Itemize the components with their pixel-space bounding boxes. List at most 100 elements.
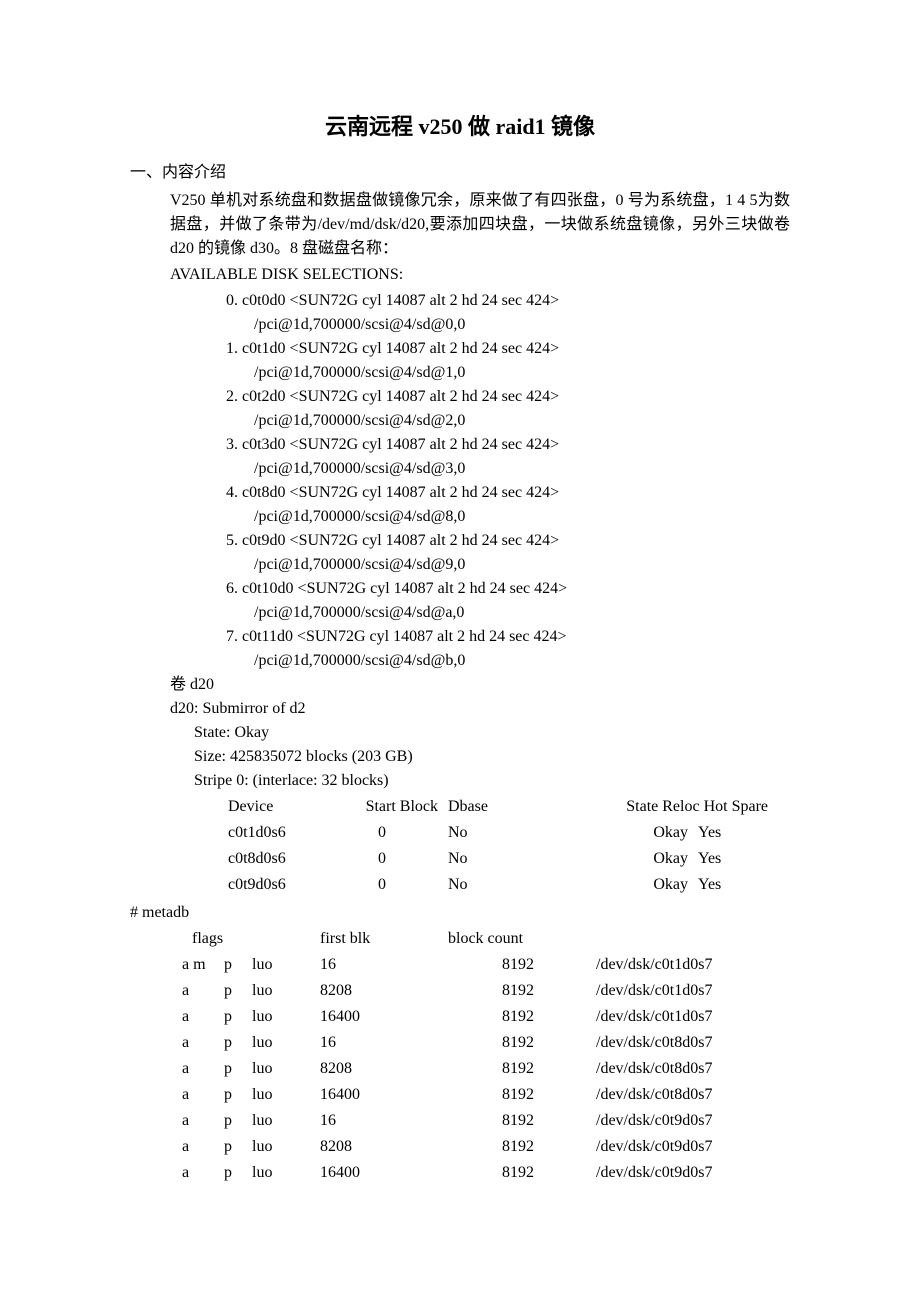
cell-state: Okay [528, 821, 696, 845]
cell-firstblk: 16400 [320, 1083, 446, 1107]
disk-path: /pci@1d,700000/scsi@4/sd@1,0 [254, 361, 790, 385]
cell-flag2: p [224, 979, 250, 1003]
col-start: Start Block [338, 795, 446, 819]
cell-dbase: No [448, 847, 526, 871]
stripe-line: Stripe 0: (interlace: 32 blocks) [194, 769, 790, 793]
metadb-header-row: flags first blk block count [182, 927, 772, 951]
cell-flag1: a [182, 1109, 222, 1133]
cell-device: c0t9d0s6 [228, 873, 336, 897]
disk-entry: 6. c0t10d0 <SUN72G cyl 14087 alt 2 hd 24… [226, 577, 790, 601]
metadb-row: apluo164008192/dev/dsk/c0t1d0s7 [182, 1005, 772, 1029]
cell-flag3: luo [252, 1161, 318, 1185]
cell-devpath: /dev/dsk/c0t9d0s7 [596, 1109, 772, 1133]
col-block-count: block count [448, 927, 594, 951]
cell-count: 8192 [448, 1083, 594, 1107]
disk-entry: 7. c0t11d0 <SUN72G cyl 14087 alt 2 hd 24… [226, 625, 790, 649]
cell-count: 8192 [448, 979, 594, 1003]
cell-flag3: luo [252, 1109, 318, 1133]
col-state: State Reloc Hot Spare [528, 795, 776, 819]
cell-count: 8192 [448, 1135, 594, 1159]
metadb-row: a mpluo168192/dev/dsk/c0t1d0s7 [182, 953, 772, 977]
metadb-row: apluo164008192/dev/dsk/c0t9d0s7 [182, 1161, 772, 1185]
cell-flag2: p [224, 1057, 250, 1081]
cell-flag3: luo [252, 1057, 318, 1081]
cell-hotspare: Yes [698, 873, 776, 897]
cell-firstblk: 8208 [320, 1057, 446, 1081]
col-dbase: Dbase [448, 795, 526, 819]
cell-hotspare: Yes [698, 847, 776, 871]
cell-flag2: p [224, 1083, 250, 1107]
cell-count: 8192 [448, 1109, 594, 1133]
cell-count: 8192 [448, 1161, 594, 1185]
cell-flag1: a [182, 1083, 222, 1107]
disk-path: /pci@1d,700000/scsi@4/sd@8,0 [254, 505, 790, 529]
document-page: 云南远程 v250 做 raid1 镜像 一、内容介绍 V250 单机对系统盘和… [0, 0, 920, 1302]
cell-flag2: p [224, 1031, 250, 1055]
cell-devpath: /dev/dsk/c0t1d0s7 [596, 953, 772, 977]
cell-devpath: /dev/dsk/c0t1d0s7 [596, 1005, 772, 1029]
cell-flag3: luo [252, 1031, 318, 1055]
cell-firstblk: 16400 [320, 1005, 446, 1029]
metadb-prompt: # metadb [130, 901, 790, 925]
cell-flag2: p [224, 1161, 250, 1185]
state-line: State: Okay [194, 721, 790, 745]
cell-count: 8192 [448, 1031, 594, 1055]
cell-hotspare: Yes [698, 821, 776, 845]
page-title: 云南远程 v250 做 raid1 镜像 [130, 110, 790, 143]
disk-list: 0. c0t0d0 <SUN72G cyl 14087 alt 2 hd 24 … [226, 289, 790, 673]
cell-devpath: /dev/dsk/c0t8d0s7 [596, 1031, 772, 1055]
cell-flag1: a [182, 1005, 222, 1029]
stripe-header-row: Device Start Block Dbase State Reloc Hot… [228, 795, 776, 819]
cell-flag2: p [224, 953, 250, 977]
cell-firstblk: 16 [320, 953, 446, 977]
cell-flag2: p [224, 1109, 250, 1133]
disk-path: /pci@1d,700000/scsi@4/sd@2,0 [254, 409, 790, 433]
cell-firstblk: 16 [320, 1109, 446, 1133]
cell-firstblk: 8208 [320, 979, 446, 1003]
metadb-row: apluo82088192/dev/dsk/c0t1d0s7 [182, 979, 772, 1003]
disk-entry: 2. c0t2d0 <SUN72G cyl 14087 alt 2 hd 24 … [226, 385, 790, 409]
cell-flag3: luo [252, 1005, 318, 1029]
cell-flag2: p [224, 1135, 250, 1159]
cell-count: 8192 [448, 1005, 594, 1029]
cell-firstblk: 16400 [320, 1161, 446, 1185]
cell-device: c0t8d0s6 [228, 847, 336, 871]
cell-devpath: /dev/dsk/c0t1d0s7 [596, 979, 772, 1003]
cell-flag1: a m [182, 953, 222, 977]
disk-path: /pci@1d,700000/scsi@4/sd@3,0 [254, 457, 790, 481]
cell-start: 0 [338, 821, 446, 845]
metadb-row: apluo82088192/dev/dsk/c0t9d0s7 [182, 1135, 772, 1159]
volume-label: 卷 d20 [170, 673, 790, 697]
stripe-table: Device Start Block Dbase State Reloc Hot… [226, 793, 778, 899]
available-disks-label: AVAILABLE DISK SELECTIONS: [170, 263, 790, 287]
cell-flag1: a [182, 1057, 222, 1081]
disk-path: /pci@1d,700000/scsi@4/sd@0,0 [254, 313, 790, 337]
cell-device: c0t1d0s6 [228, 821, 336, 845]
cell-state: Okay [528, 873, 696, 897]
col-device-path [596, 927, 772, 951]
cell-dbase: No [448, 821, 526, 845]
cell-flag3: luo [252, 1083, 318, 1107]
metadb-row: apluo168192/dev/dsk/c0t8d0s7 [182, 1031, 772, 1055]
cell-start: 0 [338, 873, 446, 897]
metadb-row: apluo168192/dev/dsk/c0t9d0s7 [182, 1109, 772, 1133]
stripe-row: c0t8d0s60NoOkayYes [228, 847, 776, 871]
cell-start: 0 [338, 847, 446, 871]
cell-flag1: a [182, 979, 222, 1003]
intro-paragraph: V250 单机对系统盘和数据盘做镜像冗余，原来做了有四张盘，0 号为系统盘，1 … [170, 189, 790, 261]
cell-dbase: No [448, 873, 526, 897]
disk-entry: 0. c0t0d0 <SUN72G cyl 14087 alt 2 hd 24 … [226, 289, 790, 313]
disk-entry: 3. c0t3d0 <SUN72G cyl 14087 alt 2 hd 24 … [226, 433, 790, 457]
metadb-table: flags first blk block count a mpluo16819… [180, 925, 774, 1187]
stripe-row: c0t1d0s60NoOkayYes [228, 821, 776, 845]
disk-entry: 1. c0t1d0 <SUN72G cyl 14087 alt 2 hd 24 … [226, 337, 790, 361]
cell-devpath: /dev/dsk/c0t8d0s7 [596, 1057, 772, 1081]
col-first-blk: first blk [320, 927, 446, 951]
size-line: Size: 425835072 blocks (203 GB) [194, 745, 790, 769]
cell-state: Okay [528, 847, 696, 871]
metadb-row: apluo164008192/dev/dsk/c0t8d0s7 [182, 1083, 772, 1107]
disk-path: /pci@1d,700000/scsi@4/sd@b,0 [254, 649, 790, 673]
d20-submirror: d20: Submirror of d2 [170, 697, 790, 721]
col-device: Device [228, 795, 336, 819]
cell-flag3: luo [252, 1135, 318, 1159]
